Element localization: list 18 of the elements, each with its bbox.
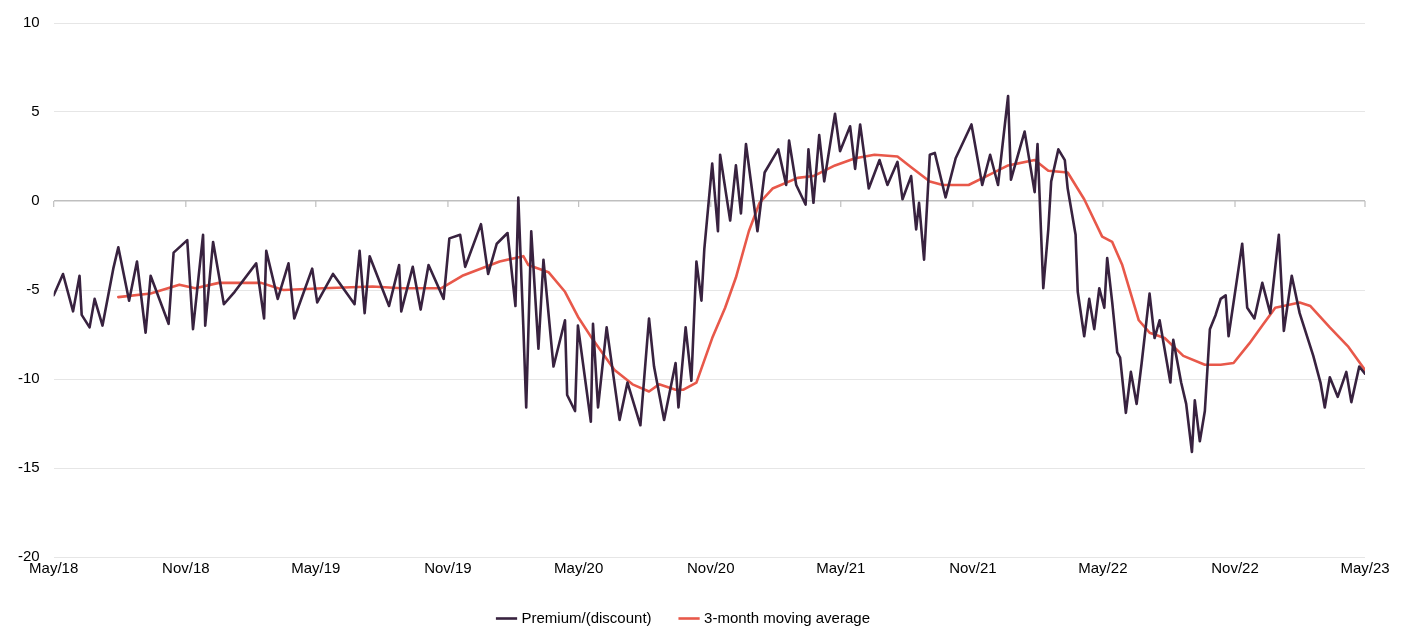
x-tick-label: May/19 [291,559,341,577]
x-tick-label: Nov/20 [687,559,735,577]
x-tick-label: Nov/19 [424,559,472,577]
y-tick-label: -15 [17,458,40,476]
y-tick-label: 10 [22,13,40,31]
x-tick-label: May/20 [554,559,604,577]
x-tick-label: May/23 [1340,559,1390,577]
x-tick-label: May/22 [1078,559,1128,577]
y-tick-label: 0 [31,191,40,209]
legend-label: 3-month moving average [704,608,870,626]
y-tick-label: 5 [31,102,40,120]
x-tick-label: Nov/22 [1211,559,1259,577]
y-tick-label: -10 [17,369,40,387]
y-tick-label: -5 [26,280,40,298]
legend-label: Premium/(discount) [521,608,652,626]
x-tick-label: May/21 [816,559,866,577]
x-tick-label: Nov/18 [162,559,210,577]
x-tick-label: Nov/21 [949,559,997,577]
